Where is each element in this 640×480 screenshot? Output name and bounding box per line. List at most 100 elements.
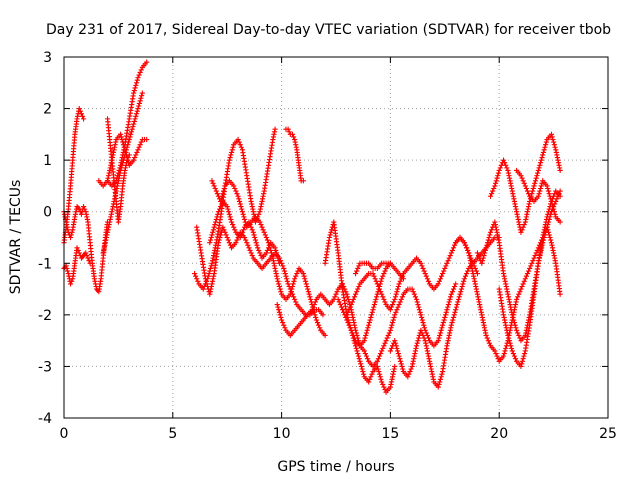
data-point xyxy=(382,387,388,393)
data-point xyxy=(345,294,351,300)
data-point xyxy=(363,353,370,359)
data-point xyxy=(224,203,230,210)
data-point xyxy=(415,338,421,344)
data-point xyxy=(448,294,454,300)
data-point xyxy=(258,222,264,228)
data-point xyxy=(538,157,544,163)
data-point xyxy=(251,232,257,238)
data-point xyxy=(535,167,541,174)
data-point xyxy=(508,343,514,349)
data-point xyxy=(117,131,124,137)
data-point xyxy=(78,211,85,217)
data-point xyxy=(130,124,136,130)
data-point xyxy=(462,242,469,248)
data-point xyxy=(353,345,359,351)
data-point xyxy=(263,250,269,256)
data-point xyxy=(282,325,288,331)
data-point xyxy=(518,286,524,292)
data-point xyxy=(458,286,465,292)
series-track-13 xyxy=(283,126,306,184)
data-point xyxy=(254,242,260,248)
data-point xyxy=(133,152,139,158)
series-track-20 xyxy=(487,131,563,235)
grid-layer xyxy=(64,57,608,418)
data-point xyxy=(463,271,470,277)
data-point xyxy=(218,203,224,210)
data-point xyxy=(520,224,526,230)
data-point xyxy=(548,131,555,137)
data-point xyxy=(346,307,352,313)
data-point xyxy=(397,278,403,284)
data-point xyxy=(503,345,509,351)
data-point xyxy=(444,307,450,313)
data-point xyxy=(239,209,246,215)
data-point xyxy=(517,335,523,341)
data-point xyxy=(515,330,521,336)
data-point xyxy=(281,322,287,328)
data-point xyxy=(535,170,541,176)
data-point xyxy=(447,252,453,259)
data-point xyxy=(136,103,142,109)
chart-title: Day 231 of 2017, Sidereal Day-to-day VTE… xyxy=(46,22,611,38)
data-point xyxy=(355,350,361,357)
data-point xyxy=(338,304,345,310)
data-point xyxy=(419,263,425,269)
data-point xyxy=(281,265,287,272)
data-point xyxy=(83,250,89,256)
data-point xyxy=(495,170,502,176)
data-point xyxy=(376,371,383,377)
data-point xyxy=(215,209,222,215)
data-point xyxy=(369,371,375,377)
data-point xyxy=(269,252,275,259)
data-point xyxy=(365,325,371,331)
data-point xyxy=(273,250,280,256)
data-point xyxy=(357,358,363,364)
data-point xyxy=(293,299,299,305)
data-point xyxy=(216,206,223,212)
data-point xyxy=(134,149,140,156)
data-point xyxy=(219,193,225,199)
data-point xyxy=(302,276,308,282)
data-point xyxy=(515,294,521,300)
data-point xyxy=(545,188,552,194)
data-point xyxy=(379,291,385,297)
data-point xyxy=(347,304,353,310)
data-point xyxy=(378,278,384,284)
data-point xyxy=(458,289,464,295)
data-point xyxy=(415,301,421,308)
data-point xyxy=(551,209,557,215)
data-point xyxy=(451,283,458,290)
data-point xyxy=(423,330,429,336)
data-point xyxy=(239,206,245,212)
data-point xyxy=(68,232,74,238)
data-point xyxy=(349,330,355,336)
data-point xyxy=(460,281,466,287)
data-point xyxy=(399,294,405,300)
data-point xyxy=(80,116,87,122)
data-point xyxy=(135,75,141,81)
data-point xyxy=(228,219,235,225)
data-point xyxy=(437,376,444,382)
y-tick-label: 3 xyxy=(43,50,52,66)
data-point xyxy=(521,222,527,228)
data-point xyxy=(360,368,366,375)
data-point xyxy=(75,247,81,253)
data-point xyxy=(225,206,231,212)
data-point xyxy=(247,247,253,253)
data-point xyxy=(531,255,537,261)
data-point xyxy=(550,136,556,143)
data-point xyxy=(448,250,454,256)
data-point xyxy=(224,234,230,241)
data-point xyxy=(272,245,278,251)
data-point xyxy=(453,281,459,287)
data-point xyxy=(120,142,127,148)
data-point xyxy=(501,350,507,357)
y-axis-label: SDTVAR / TECUs xyxy=(8,180,24,295)
data-point xyxy=(382,299,388,305)
data-point xyxy=(400,366,406,372)
data-point xyxy=(276,283,283,290)
data-point xyxy=(65,268,71,274)
data-point xyxy=(139,93,145,99)
data-point xyxy=(274,276,280,282)
data-point xyxy=(283,273,289,279)
